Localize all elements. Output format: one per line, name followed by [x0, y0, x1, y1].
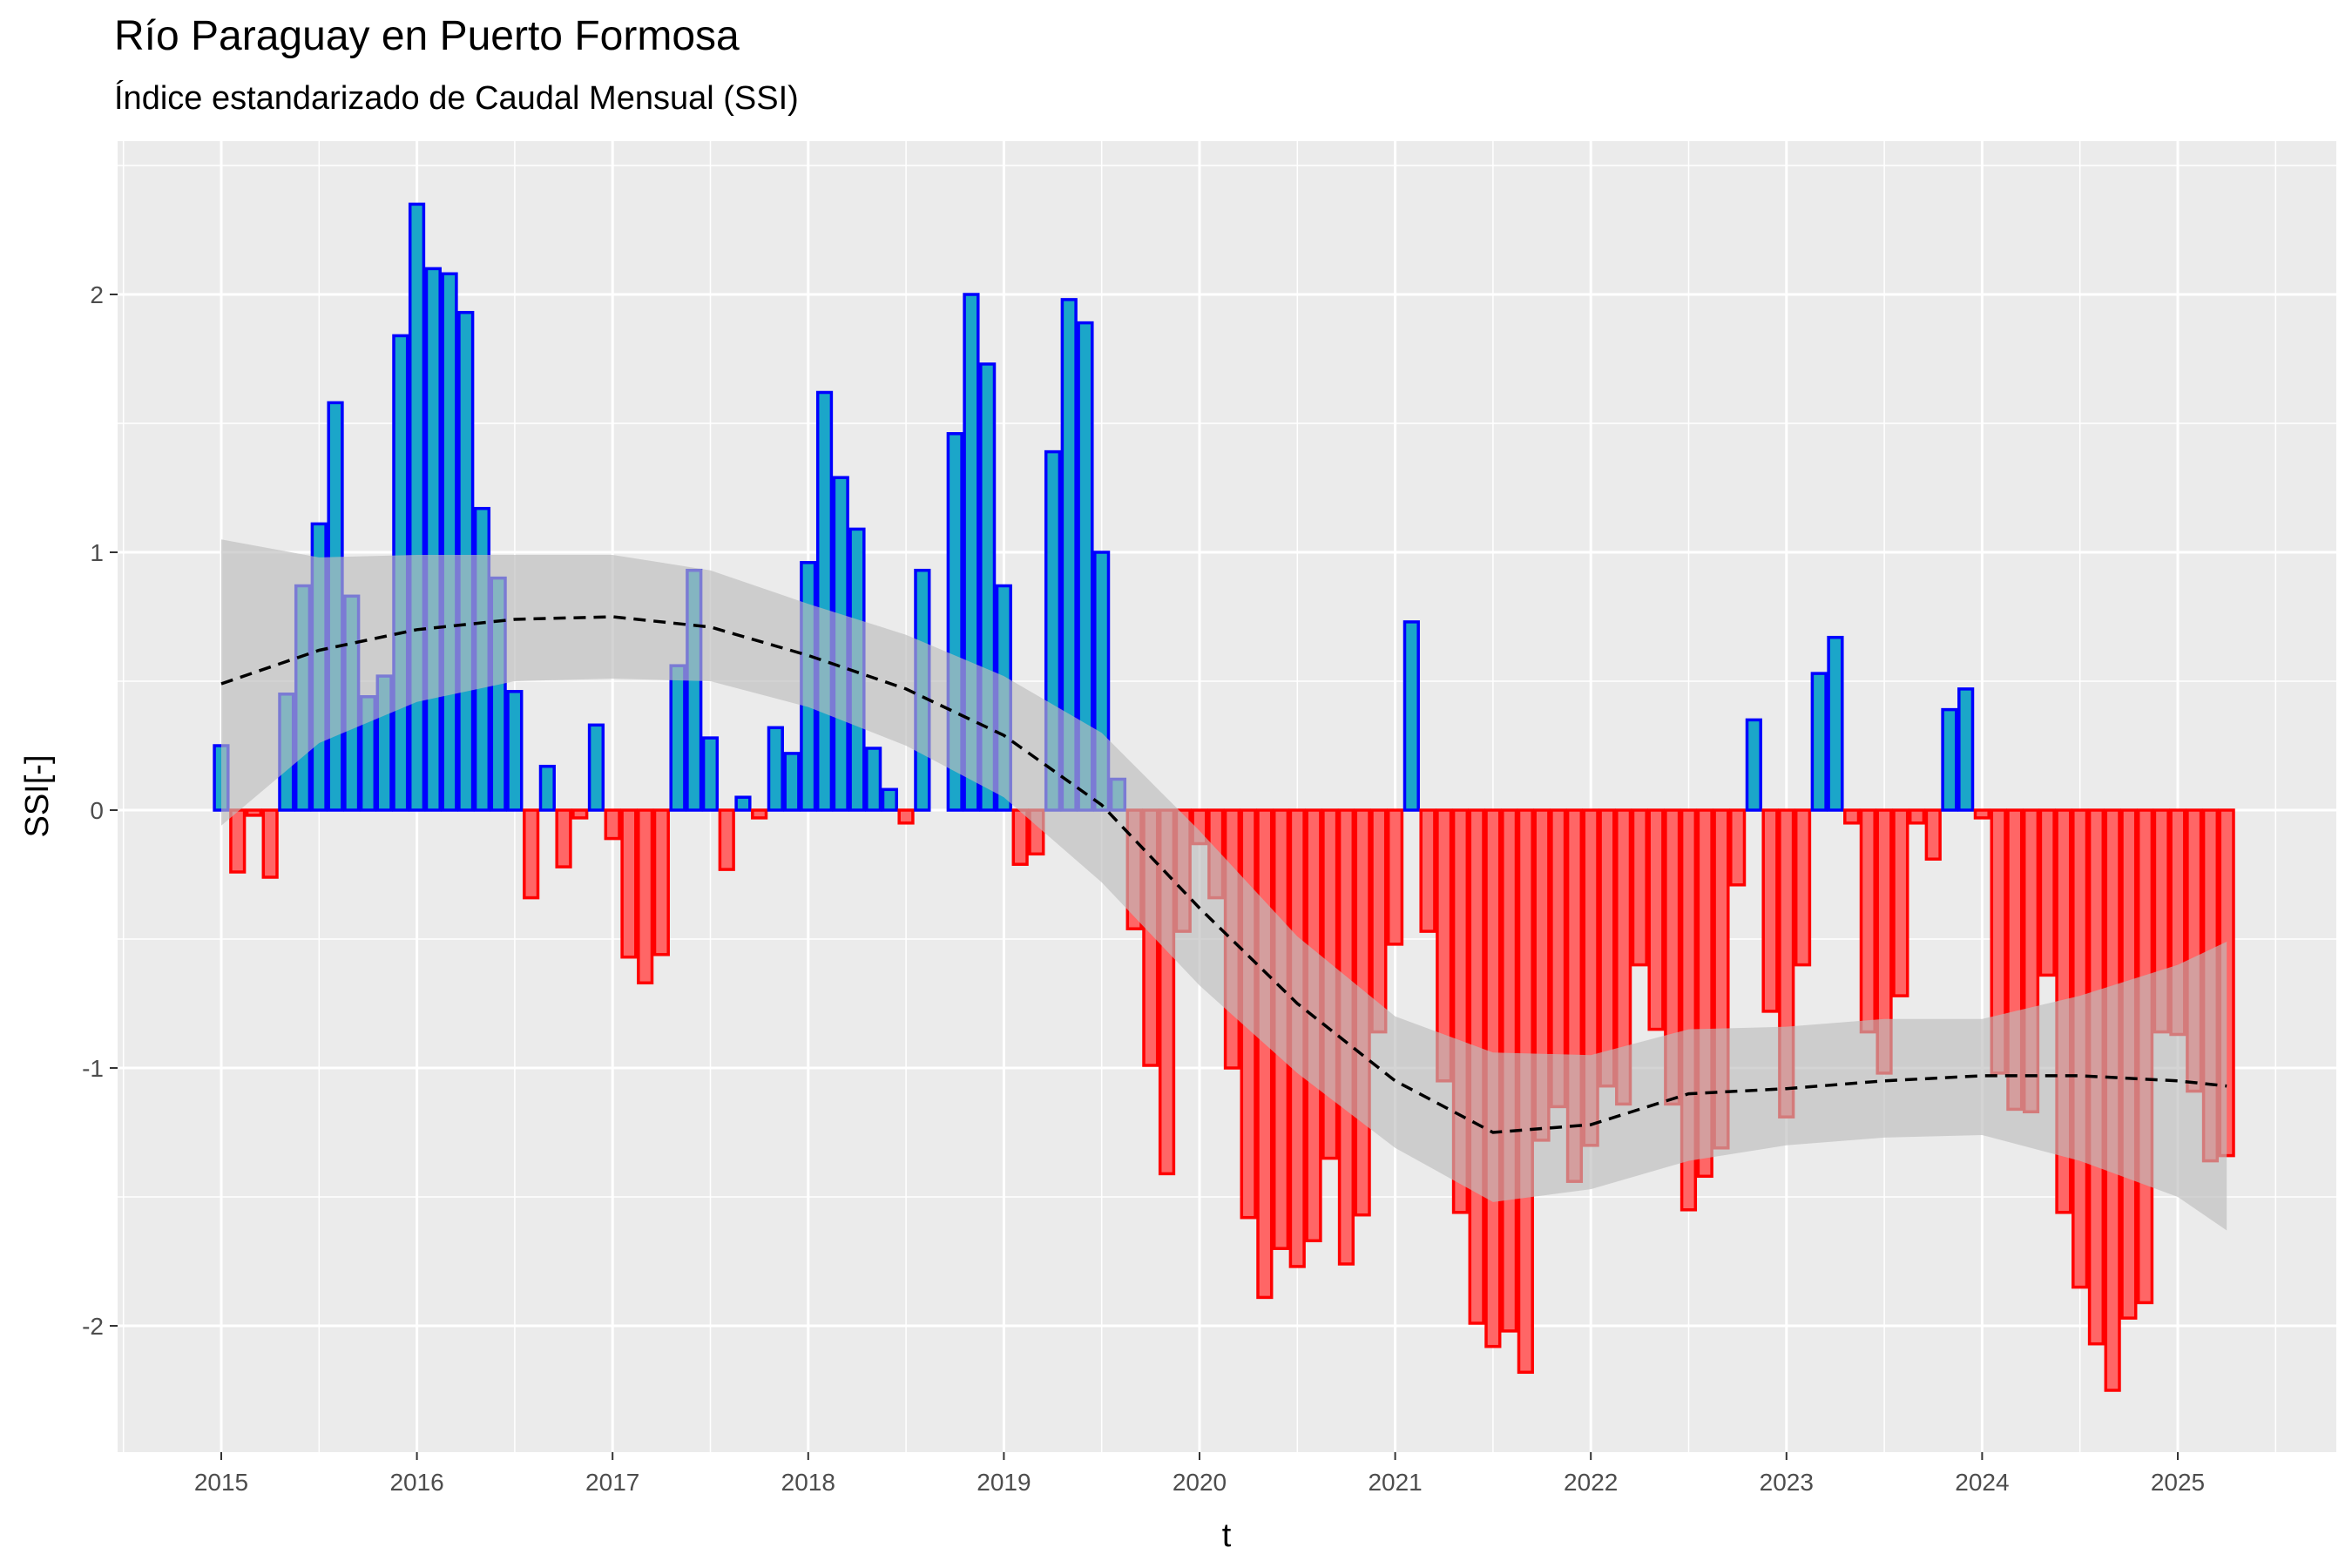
- bar-positive: [815, 390, 834, 812]
- y-tick-label: -1: [82, 1055, 104, 1082]
- bar-negative: [1794, 808, 1812, 967]
- bar-positive: [881, 787, 898, 812]
- y-tick-label: 1: [90, 539, 104, 566]
- chart-subtitle: Índice estandarizado de Caudal Mensual (…: [114, 80, 799, 117]
- bar-negative: [718, 808, 735, 871]
- bar-negative: [637, 808, 654, 985]
- y-tick-label: 0: [90, 797, 104, 824]
- bar-negative: [1843, 808, 1861, 825]
- bar-negative: [604, 808, 621, 841]
- bar-negative: [1859, 808, 1876, 1034]
- bar-negative: [1908, 808, 1926, 825]
- bar-positive: [767, 726, 784, 812]
- bar-negative: [751, 808, 768, 820]
- bar-positive: [587, 723, 605, 812]
- bar-positive: [783, 752, 801, 812]
- bar-positive: [1402, 620, 1420, 812]
- bar-negative: [1631, 808, 1648, 967]
- bar-positive: [1810, 672, 1828, 812]
- bar-negative: [1598, 808, 1616, 1088]
- bar-positive: [1827, 635, 1844, 812]
- y-tick-label: 2: [90, 281, 104, 308]
- bar-negative: [1973, 808, 1990, 820]
- bar-negative: [555, 808, 572, 868]
- bar-negative: [1761, 808, 1779, 1013]
- trend-layer: [220, 615, 2227, 1134]
- bar-positive: [865, 747, 882, 812]
- x-tick-label: 2021: [1368, 1469, 1422, 1496]
- bar-positive: [1745, 718, 1762, 812]
- x-tick-label: 2015: [194, 1469, 248, 1496]
- x-tick-label: 2018: [781, 1469, 835, 1496]
- bar-positive: [701, 736, 720, 812]
- bar-positive: [441, 272, 458, 812]
- y-axis-title: SSI[-]: [19, 754, 56, 837]
- x-tick-label: 2025: [2151, 1469, 2205, 1496]
- bar-negative: [261, 808, 279, 879]
- confidence-band-layer: [221, 539, 2227, 1231]
- bar-negative: [897, 808, 915, 825]
- x-tick-label: 2020: [1173, 1469, 1227, 1496]
- bar-negative: [1729, 808, 1747, 887]
- bar-positive: [1941, 707, 1958, 812]
- bar-positive: [506, 690, 524, 812]
- bar-negative: [1370, 808, 1388, 1034]
- bar-positive: [669, 664, 686, 812]
- bar-positive: [424, 267, 442, 812]
- bar-negative: [1011, 808, 1029, 866]
- bar-negative: [652, 808, 670, 956]
- bar-negative: [1647, 808, 1665, 1031]
- bar-negative: [620, 808, 638, 959]
- confidence-band: [221, 539, 2227, 1231]
- bar-negative: [1419, 808, 1436, 933]
- bar-positive: [734, 795, 752, 812]
- x-tick-label: 2022: [1564, 1469, 1618, 1496]
- x-tick-label: 2023: [1760, 1469, 1814, 1496]
- bar-negative: [2038, 808, 2056, 977]
- axes: -2 -1 0 1 2 2015 2016 2017 2018 2019 2020 2021 2022 2…: [82, 281, 2205, 1496]
- trend-line: [220, 615, 2227, 1134]
- bar-negative: [1924, 808, 1942, 861]
- bar-negative: [523, 808, 540, 900]
- bar-negative: [229, 808, 247, 874]
- bar-positive: [538, 764, 556, 812]
- bar-negative: [571, 808, 589, 820]
- bar-positive: [1957, 687, 1975, 812]
- x-tick-label: 2019: [977, 1469, 1031, 1496]
- x-tick-label: 2016: [389, 1469, 443, 1496]
- bar-negative: [1386, 808, 1404, 946]
- x-tick-label: 2017: [585, 1469, 639, 1496]
- chart-title: Río Paraguay en Puerto Formosa: [114, 13, 740, 59]
- x-axis-title: t: [1222, 1517, 1232, 1554]
- bar-negative: [245, 808, 263, 817]
- y-tick-label: -2: [82, 1313, 104, 1340]
- bar-negative: [1892, 808, 1909, 997]
- x-tick-label: 2024: [1955, 1469, 2009, 1496]
- bar-positive: [408, 202, 426, 812]
- bar-negative: [1256, 808, 1274, 1300]
